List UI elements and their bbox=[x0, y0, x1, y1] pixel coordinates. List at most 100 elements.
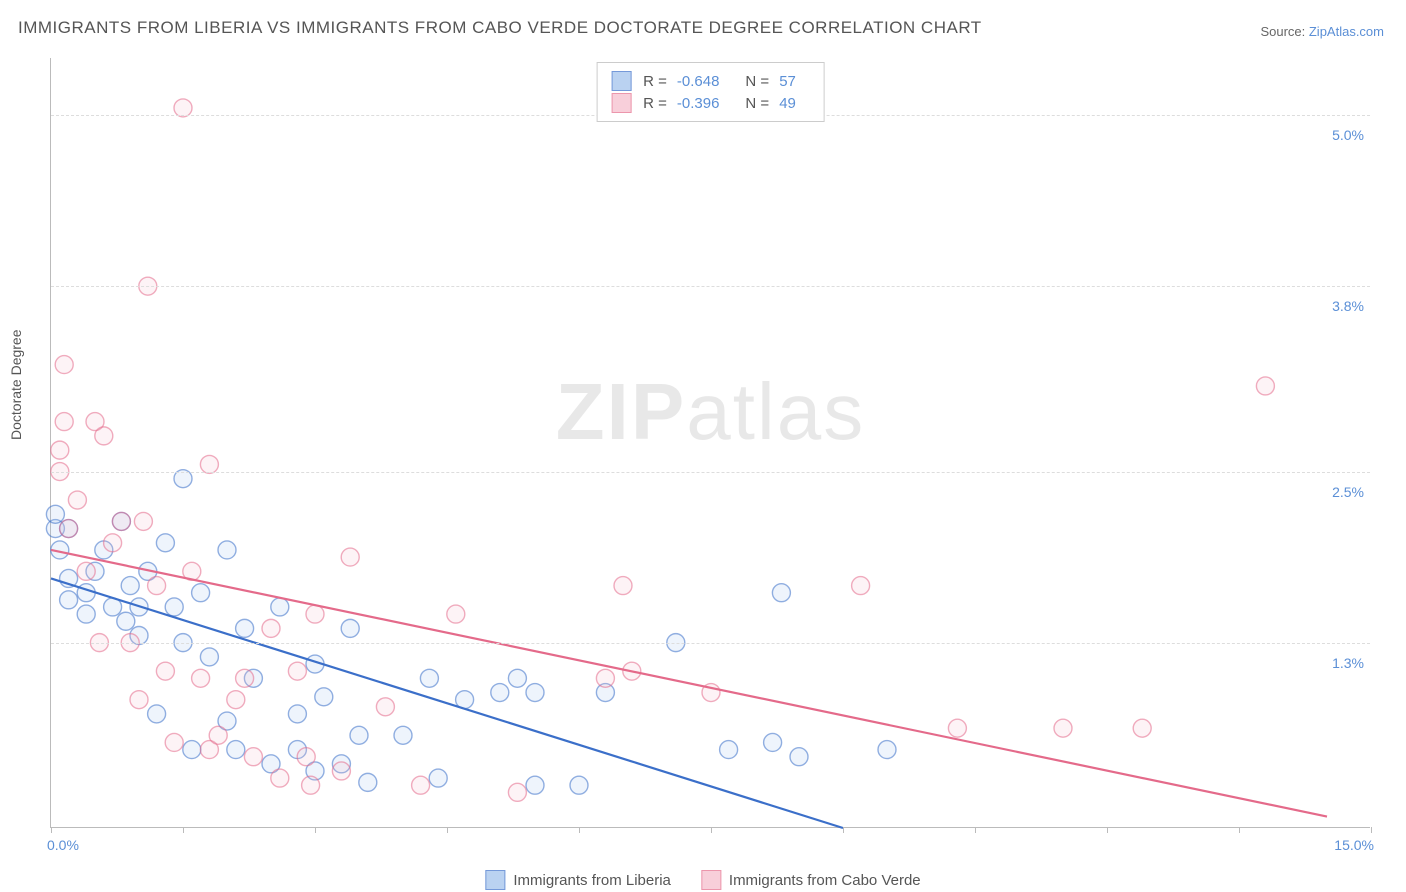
data-point-cabo_verde bbox=[130, 691, 148, 709]
scatter-svg bbox=[51, 58, 1370, 827]
data-point-liberia bbox=[429, 769, 447, 787]
data-point-liberia bbox=[192, 584, 210, 602]
legend-swatch-icon bbox=[611, 93, 631, 113]
x-tick-mark bbox=[447, 827, 448, 833]
data-point-liberia bbox=[117, 612, 135, 630]
data-point-cabo_verde bbox=[51, 441, 69, 459]
data-point-liberia bbox=[121, 577, 139, 595]
data-point-cabo_verde bbox=[1256, 377, 1274, 395]
data-point-cabo_verde bbox=[68, 491, 86, 509]
data-point-cabo_verde bbox=[134, 512, 152, 530]
legend-n-value: 57 bbox=[779, 73, 796, 90]
data-point-cabo_verde bbox=[209, 726, 227, 744]
data-point-liberia bbox=[764, 733, 782, 751]
legend-n-label: N = bbox=[745, 95, 769, 112]
data-point-cabo_verde bbox=[244, 748, 262, 766]
data-point-liberia bbox=[46, 505, 64, 523]
data-point-liberia bbox=[526, 776, 544, 794]
data-point-liberia bbox=[491, 684, 509, 702]
data-point-liberia bbox=[350, 726, 368, 744]
x-tick-mark bbox=[975, 827, 976, 833]
data-point-cabo_verde bbox=[77, 562, 95, 580]
legend-r-value: -0.396 bbox=[677, 95, 720, 112]
data-point-cabo_verde bbox=[852, 577, 870, 595]
data-point-cabo_verde bbox=[302, 776, 320, 794]
y-tick-label: 2.5% bbox=[1332, 484, 1364, 500]
gridline bbox=[51, 286, 1370, 287]
y-tick-label: 5.0% bbox=[1332, 127, 1364, 143]
data-point-liberia bbox=[394, 726, 412, 744]
legend-n-value: 49 bbox=[779, 95, 796, 112]
data-point-liberia bbox=[315, 688, 333, 706]
legend-bottom: Immigrants from Liberia Immigrants from C… bbox=[485, 870, 920, 890]
data-point-cabo_verde bbox=[262, 619, 280, 637]
data-point-cabo_verde bbox=[165, 733, 183, 751]
data-point-cabo_verde bbox=[297, 748, 315, 766]
data-point-liberia bbox=[359, 773, 377, 791]
data-point-liberia bbox=[200, 648, 218, 666]
data-point-liberia bbox=[570, 776, 588, 794]
data-point-cabo_verde bbox=[614, 577, 632, 595]
legend-swatch-icon bbox=[485, 870, 505, 890]
x-axis-max-label: 15.0% bbox=[1334, 837, 1374, 853]
y-axis-label: Doctorate Degree bbox=[8, 329, 24, 440]
plot-area: ZIPatlas R =-0.648N =57R =-0.396N =49 0.… bbox=[50, 58, 1370, 828]
data-point-cabo_verde bbox=[596, 669, 614, 687]
data-point-liberia bbox=[156, 534, 174, 552]
x-tick-mark bbox=[183, 827, 184, 833]
data-point-liberia bbox=[420, 669, 438, 687]
data-point-cabo_verde bbox=[271, 769, 289, 787]
legend-item-cabo_verde: Immigrants from Cabo Verde bbox=[701, 870, 921, 890]
x-axis-min-label: 0.0% bbox=[47, 837, 79, 853]
data-point-cabo_verde bbox=[55, 356, 73, 374]
data-point-cabo_verde bbox=[156, 662, 174, 680]
data-point-liberia bbox=[148, 705, 166, 723]
gridline bbox=[51, 472, 1370, 473]
x-tick-mark bbox=[579, 827, 580, 833]
y-tick-label: 3.8% bbox=[1332, 298, 1364, 314]
data-point-cabo_verde bbox=[447, 605, 465, 623]
legend-n-label: N = bbox=[745, 73, 769, 90]
legend-r-label: R = bbox=[643, 73, 667, 90]
data-point-cabo_verde bbox=[376, 698, 394, 716]
x-tick-mark bbox=[315, 827, 316, 833]
data-point-liberia bbox=[236, 619, 254, 637]
x-tick-mark bbox=[711, 827, 712, 833]
x-tick-mark bbox=[843, 827, 844, 833]
data-point-liberia bbox=[720, 741, 738, 759]
data-point-cabo_verde bbox=[948, 719, 966, 737]
data-point-cabo_verde bbox=[60, 520, 78, 538]
data-point-cabo_verde bbox=[192, 669, 210, 687]
data-point-liberia bbox=[508, 669, 526, 687]
data-point-liberia bbox=[183, 741, 201, 759]
x-tick-mark bbox=[51, 827, 52, 833]
source-link[interactable]: ZipAtlas.com bbox=[1309, 24, 1384, 39]
data-point-liberia bbox=[165, 598, 183, 616]
data-point-cabo_verde bbox=[332, 762, 350, 780]
legend-item-liberia: Immigrants from Liberia bbox=[485, 870, 671, 890]
data-point-liberia bbox=[77, 605, 95, 623]
data-point-cabo_verde bbox=[55, 413, 73, 431]
x-tick-mark bbox=[1239, 827, 1240, 833]
data-point-liberia bbox=[772, 584, 790, 602]
data-point-cabo_verde bbox=[1054, 719, 1072, 737]
data-point-liberia bbox=[341, 619, 359, 637]
legend-r-label: R = bbox=[643, 95, 667, 112]
data-point-liberia bbox=[60, 591, 78, 609]
source-attribution: Source: ZipAtlas.com bbox=[1260, 24, 1384, 39]
x-tick-mark bbox=[1107, 827, 1108, 833]
data-point-liberia bbox=[878, 741, 896, 759]
legend-swatch-icon bbox=[611, 71, 631, 91]
legend-stats-box: R =-0.648N =57R =-0.396N =49 bbox=[596, 62, 825, 122]
data-point-liberia bbox=[526, 684, 544, 702]
y-tick-label: 1.3% bbox=[1332, 655, 1364, 671]
data-point-liberia bbox=[790, 748, 808, 766]
data-point-liberia bbox=[271, 598, 289, 616]
data-point-cabo_verde bbox=[112, 512, 130, 530]
data-point-liberia bbox=[288, 705, 306, 723]
data-point-cabo_verde bbox=[412, 776, 430, 794]
chart-title: IMMIGRANTS FROM LIBERIA VS IMMIGRANTS FR… bbox=[18, 18, 982, 38]
data-point-liberia bbox=[218, 541, 236, 559]
legend-series-label: Immigrants from Cabo Verde bbox=[729, 872, 921, 889]
data-point-cabo_verde bbox=[341, 548, 359, 566]
